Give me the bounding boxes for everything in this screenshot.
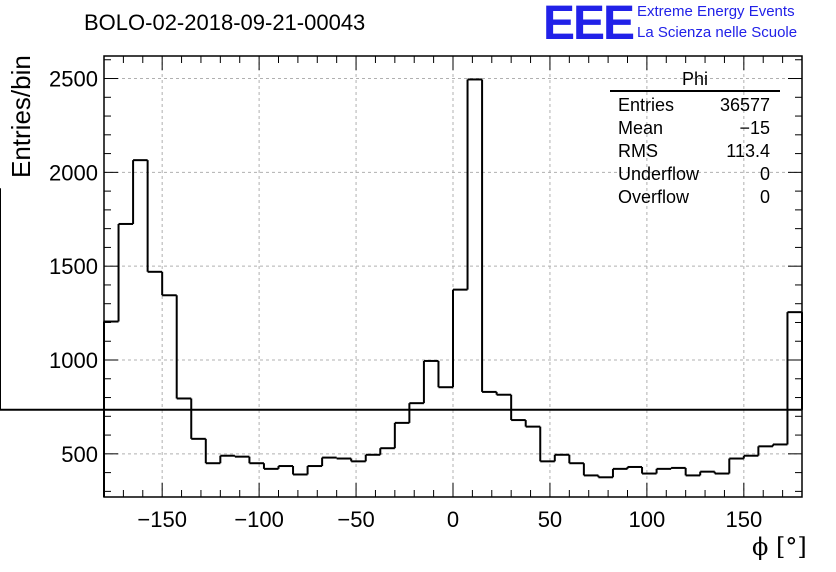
- stats-title: Phi: [610, 68, 780, 92]
- stats-value: 0: [759, 187, 770, 207]
- x-tick-label: 100: [629, 507, 666, 532]
- stats-row-overflow: Overflow 0: [610, 186, 780, 209]
- stats-value: 36577: [719, 95, 770, 115]
- stats-row-entries: Entries 36577: [610, 94, 780, 117]
- y-tick-label: 1500: [49, 254, 98, 279]
- grid: [104, 56, 802, 497]
- stats-label: Mean: [618, 118, 664, 138]
- eee-logo: EEE: [543, 0, 635, 50]
- y-tick-label: 2500: [49, 67, 98, 92]
- logo-caption-line2: La Scienza nelle Scuole: [637, 24, 798, 41]
- stats-value: 0: [759, 164, 770, 184]
- x-tick-label: −50: [337, 507, 374, 532]
- y-tick-label: 1000: [49, 348, 98, 373]
- stats-row-rms: RMS 113.4: [610, 140, 780, 163]
- stats-box: Phi Entries 36577 Mean −15 RMS 113.4 Und…: [610, 68, 780, 209]
- logo-caption-line1: Extreme Energy Events: [637, 3, 795, 20]
- x-tick-label: 50: [538, 507, 562, 532]
- stats-label: Overflow: [618, 187, 690, 207]
- y-tick-label: 2000: [49, 160, 98, 185]
- y-axis-label: Entries/bin: [6, 55, 36, 178]
- x-axis-label: ϕ [°]: [752, 533, 807, 561]
- x-tick-label: −150: [137, 507, 187, 532]
- stats-label: Underflow: [618, 164, 700, 184]
- plot-title: BOLO-02-2018-09-21-00043: [84, 10, 366, 35]
- stats-value: 113.4: [726, 141, 770, 161]
- stats-label: RMS: [618, 141, 658, 161]
- stats-label: Entries: [618, 95, 675, 115]
- x-tick-label: −100: [234, 507, 284, 532]
- x-tick-label: 0: [447, 507, 459, 532]
- stats-value: −15: [739, 118, 770, 138]
- tick-labels: −150 −100 −50 0 50 100 150 500 1000 1500 2000 2500: [49, 67, 762, 532]
- y-tick-label: 500: [61, 442, 98, 467]
- axes: [103, 55, 803, 498]
- stats-row-mean: Mean −15: [610, 117, 780, 140]
- x-tick-label: 150: [725, 507, 762, 532]
- histogram: [0, 78, 803, 497]
- stats-row-underflow: Underflow 0: [610, 163, 780, 186]
